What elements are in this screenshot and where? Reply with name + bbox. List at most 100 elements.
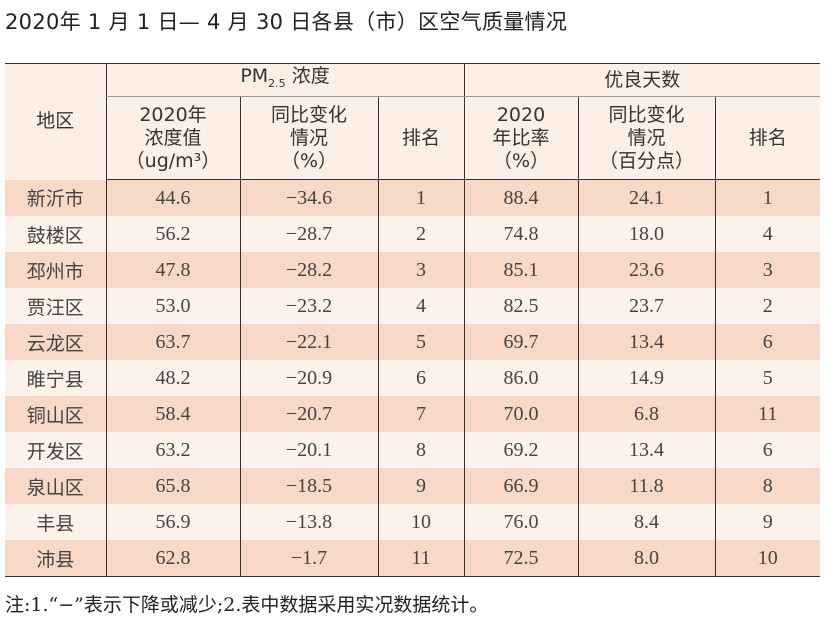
cell-good-rank: 1 [714,179,821,216]
cell-region: 泉山区 [5,468,106,504]
cell-pm25-change: −20.1 [239,432,378,468]
cell-pm25-value: 63.7 [105,324,240,360]
cell-good-change: 13.4 [577,432,716,468]
header-pm25-rank: 排名 [377,96,465,180]
cell-pm25-rank: 5 [377,324,465,360]
cell-pm25-value: 56.9 [105,504,240,540]
cell-region: 新沂市 [5,179,106,216]
cell-pm25-change: −22.1 [239,324,378,360]
table-row: 开发区 63.2 −20.1 8 69.2 13.4 6 [5,432,821,468]
header-line: 同比变化 [608,103,685,126]
cell-pm25-rank: 3 [377,252,465,288]
header-line: 排名 [402,126,441,149]
cell-pm25-change: −28.2 [239,252,378,288]
cell-region: 鼓楼区 [5,216,106,252]
cell-good-change: 18.0 [577,216,716,252]
cell-pm25-change: −20.7 [239,396,378,432]
cell-pm25-rank: 2 [377,216,465,252]
cell-pm25-change: −18.5 [239,468,378,504]
cell-good-rate: 72.5 [463,540,579,577]
header-good-rate: 2020 年比率 （%） [463,96,579,180]
table-row: 沛县 62.8 −1.7 11 72.5 8.0 10 [5,540,821,577]
cell-good-rank: 8 [714,468,821,504]
table-row: 贾汪区 53.0 −23.2 4 82.5 23.7 2 [5,288,821,324]
cell-pm25-change: −1.7 [239,540,378,577]
cell-good-rate: 66.9 [463,468,579,504]
cell-region: 云龙区 [5,324,106,360]
header-line: 排名 [748,126,787,149]
table-row: 丰县 56.9 −13.8 10 76.0 8.4 9 [5,504,821,540]
cell-region: 铜山区 [5,396,106,432]
header-line: 2020年 [139,103,207,126]
header-line: （%） [493,149,550,172]
cell-region: 丰县 [5,504,106,540]
cell-pm25-rank: 9 [377,468,465,504]
header-region: 地区 [5,63,106,180]
page-title: 2020年 1 月 1 日— 4 月 30 日各县（市）区空气质量情况 [5,10,568,34]
cell-good-rate: 70.0 [463,396,579,432]
table-row: 泉山区 65.8 −18.5 9 66.9 11.8 8 [5,468,821,504]
footnote: 注:1.“−”表示下降或减少;2.表中数据采用实况数据统计。 [5,594,489,616]
cell-good-change: 8.4 [577,504,716,540]
cell-pm25-value: 62.8 [105,540,240,577]
cell-region: 邳州市 [5,252,106,288]
cell-pm25-value: 47.8 [105,252,240,288]
header-good-change: 同比变化 情况 （百分点） [577,96,716,180]
cell-pm25-rank: 7 [377,396,465,432]
cell-good-rank: 5 [714,360,821,396]
cell-region: 睢宁县 [5,360,106,396]
header-line: （ug/m³） [125,149,221,172]
cell-pm25-value: 48.2 [105,360,240,396]
table-row: 云龙区 63.7 −22.1 5 69.7 13.4 6 [5,324,821,360]
header-line: 同比变化 [270,103,347,126]
cell-good-change: 8.0 [577,540,716,577]
table-row: 铜山区 58.4 −20.7 7 70.0 6.8 11 [5,396,821,432]
header-line: 2020 [496,103,546,126]
cell-pm25-rank: 11 [377,540,465,577]
table-row: 新沂市 44.6 −34.6 1 88.4 24.1 1 [5,179,821,216]
cell-good-rate: 74.8 [463,216,579,252]
cell-good-rank: 11 [714,396,821,432]
cell-good-rank: 10 [714,540,821,577]
cell-pm25-value: 53.0 [105,288,240,324]
cell-region: 开发区 [5,432,106,468]
cell-pm25-value: 63.2 [105,432,240,468]
air-quality-table: 地区 PM2.5 浓度 优良天数 2020年 浓度值 （ug/m³） 同比变化 情况 （%… [5,63,821,577]
cell-pm25-rank: 4 [377,288,465,324]
cell-good-rank: 2 [714,288,821,324]
cell-good-rate: 86.0 [463,360,579,396]
cell-pm25-change: −28.7 [239,216,378,252]
table-row: 邳州市 47.8 −28.2 3 85.1 23.6 3 [5,252,821,288]
cell-pm25-change: −20.9 [239,360,378,396]
cell-region: 贾汪区 [5,288,106,324]
cell-good-rate: 85.1 [463,252,579,288]
cell-pm25-rank: 6 [377,360,465,396]
cell-region: 沛县 [5,540,106,577]
cell-pm25-rank: 1 [377,179,465,216]
cell-pm25-change: −13.8 [239,504,378,540]
header-pm25-value: 2020年 浓度值 （ug/m³） [105,96,240,180]
header-pm25-group: PM2.5 浓度 [105,63,465,97]
cell-good-rate: 88.4 [463,179,579,216]
cell-pm25-rank: 8 [377,432,465,468]
cell-good-rate: 69.7 [463,324,579,360]
header-good-rank: 排名 [714,96,821,180]
cell-pm25-value: 56.2 [105,216,240,252]
cell-good-rate: 76.0 [463,504,579,540]
cell-good-rate: 82.5 [463,288,579,324]
cell-good-change: 23.6 [577,252,716,288]
header-line: （%） [280,149,338,172]
header-line: 情况 [289,126,328,149]
header-line: 浓度值 [144,126,202,149]
table-row: 睢宁县 48.2 −20.9 6 86.0 14.9 5 [5,360,821,396]
cell-good-change: 24.1 [577,179,716,216]
cell-good-rank: 6 [714,324,821,360]
cell-pm25-rank: 10 [377,504,465,540]
cell-good-change: 11.8 [577,468,716,504]
cell-good-rank: 6 [714,432,821,468]
header-line: 情况 [627,126,666,149]
cell-pm25-change: −23.2 [239,288,378,324]
cell-good-rank: 3 [714,252,821,288]
cell-good-change: 6.8 [577,396,716,432]
cell-pm25-value: 44.6 [105,179,240,216]
